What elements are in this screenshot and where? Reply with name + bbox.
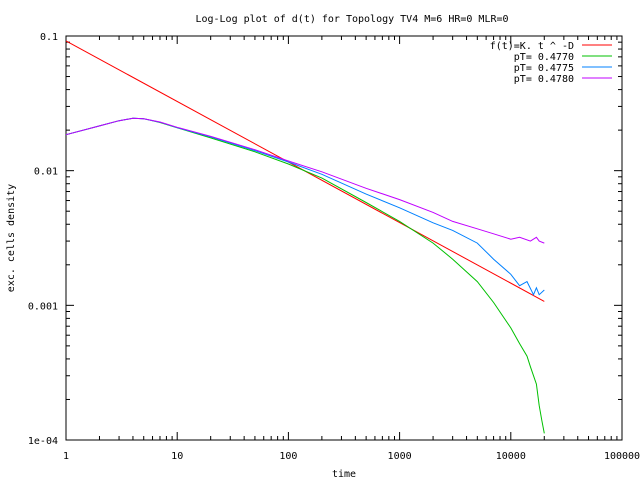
legend-label-2: pT= 0.4770 [514, 52, 574, 63]
legend-label-4: pT= 0.4780 [514, 74, 574, 85]
x-tick-label: 1000 [388, 451, 412, 462]
x-axis-label: time [332, 469, 356, 480]
series-line-4 [65, 117, 545, 244]
x-tick-label: 100000 [604, 451, 640, 462]
series-line-2 [65, 117, 545, 434]
x-tick-label: 1 [63, 451, 69, 462]
y-tick-label: 0.1 [40, 32, 58, 43]
x-tick-label: 10000 [496, 451, 526, 462]
series-lines [65, 40, 545, 434]
chart-title: Log-Log plot of d(t) for Topology TV4 M=… [195, 14, 508, 25]
y-tick-label: 0.001 [28, 301, 58, 312]
y-tick-label: 1e-04 [28, 436, 58, 447]
x-tick-label: 10 [171, 451, 183, 462]
legend-label-1: f(t)=K. t ^ -D [490, 41, 574, 52]
y-axis-ticks: 1e-04 0.001 0.01 0.1 [28, 32, 622, 447]
y-axis-label: exc. cells density [6, 184, 17, 292]
plot-frame [65, 35, 623, 441]
legend-label-3: pT= 0.4775 [514, 63, 574, 74]
y-tick-label: 0.01 [34, 167, 58, 178]
x-axis-ticks: 1 10 100 1000 10000 100000 [63, 36, 640, 462]
series-line-3 [65, 117, 545, 296]
x-tick-label: 100 [279, 451, 297, 462]
